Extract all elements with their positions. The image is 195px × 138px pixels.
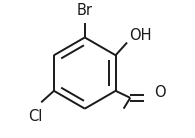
Text: O: O: [154, 85, 166, 100]
Text: Cl: Cl: [28, 109, 42, 124]
Text: OH: OH: [129, 28, 151, 43]
Text: Br: Br: [77, 3, 93, 18]
